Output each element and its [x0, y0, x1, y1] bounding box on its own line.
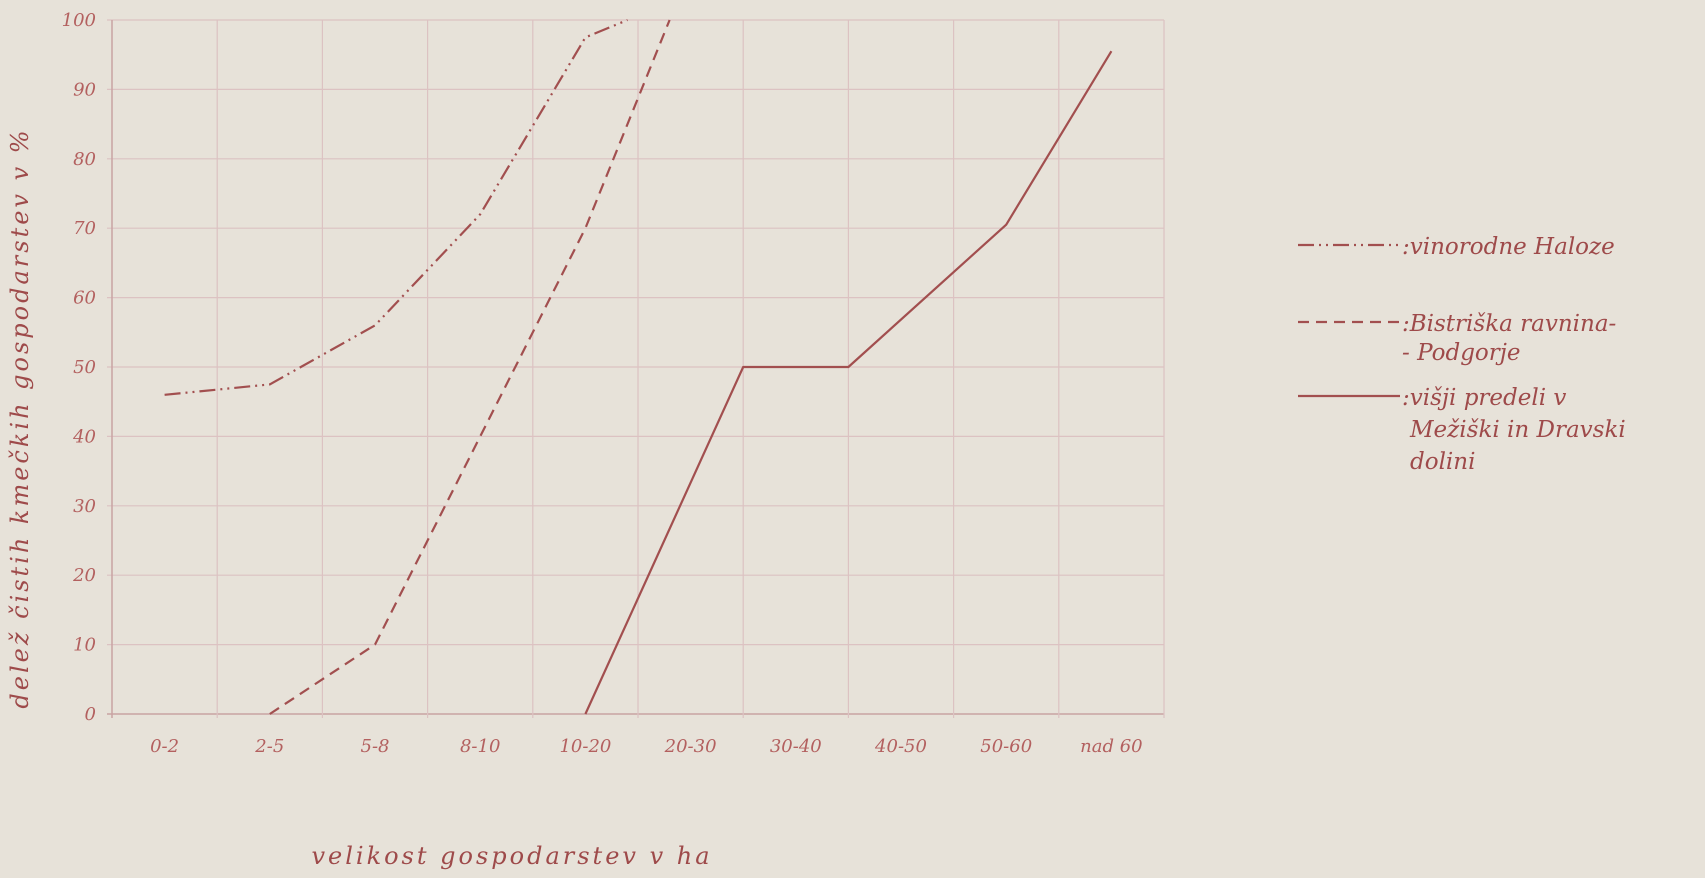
y-tick-label: 80: [73, 149, 96, 170]
x-tick-label: 10-20: [559, 736, 611, 757]
y-axis-title: delež čistih kmečkih gospodarstev v %: [6, 127, 34, 708]
legend-label: :Bistriška ravnina-: [1402, 311, 1616, 337]
legend: :vinorodne Haloze :Bistriška ravnina- - …: [1298, 234, 1626, 475]
x-tick-label: 30-40: [770, 736, 822, 757]
y-tick-label: 50: [73, 357, 96, 378]
y-tick-label: 10: [73, 635, 96, 656]
series-line-2: [269, 19, 671, 715]
x-tick-label: 2-5: [254, 736, 284, 757]
x-tick-label: 8-10: [460, 736, 500, 757]
legend-label-continued: Mežiški in Dravski: [1409, 417, 1626, 443]
x-tick-label: 40-50: [874, 736, 927, 757]
y-tick-label: 30: [73, 496, 96, 517]
y-tick-labels: 0 10 20 30 40 50 60 70 80 90 100: [62, 10, 96, 725]
x-axis-title: velikost gospodarstev v ha: [311, 842, 712, 870]
x-tick-label: 5-8: [361, 736, 390, 757]
legend-item-visji-predeli: :višji predeli v Mežiški in Dravski doli…: [1298, 385, 1626, 475]
y-tick-label: 90: [73, 79, 96, 100]
series-lines: [164, 18, 1113, 715]
y-tick-label: 20: [72, 565, 96, 586]
legend-item-vinorodne-haloze: :vinorodne Haloze: [1298, 234, 1615, 260]
legend-item-bistriska-ravnina: :Bistriška ravnina- - Podgorje: [1298, 311, 1616, 366]
legend-label-continued: - Podgorje: [1402, 340, 1521, 366]
y-tick-label: 40: [72, 426, 96, 447]
grid: [107, 19, 1165, 718]
x-tick-label: 50-60: [980, 736, 1032, 757]
y-tick-label: 70: [73, 218, 96, 239]
legend-label: :vinorodne Haloze: [1402, 234, 1615, 260]
series-line-1: [164, 18, 628, 396]
x-tick-label: 20-30: [664, 736, 717, 757]
legend-label-continued: dolini: [1410, 449, 1475, 475]
y-tick-label: 0: [85, 704, 96, 725]
x-tick-label: 0-2: [150, 736, 179, 757]
y-tick-label: 60: [73, 288, 96, 309]
x-tick-label: nad 60: [1080, 736, 1142, 757]
legend-label: :višji predeli v: [1402, 385, 1566, 411]
series-line-3: [584, 50, 1113, 715]
x-tick-labels: 0-2 2-5 5-8 8-10 10-20 20-30 30-40 40-50 50-60 na…: [150, 736, 1143, 757]
y-tick-label: 100: [62, 10, 96, 31]
